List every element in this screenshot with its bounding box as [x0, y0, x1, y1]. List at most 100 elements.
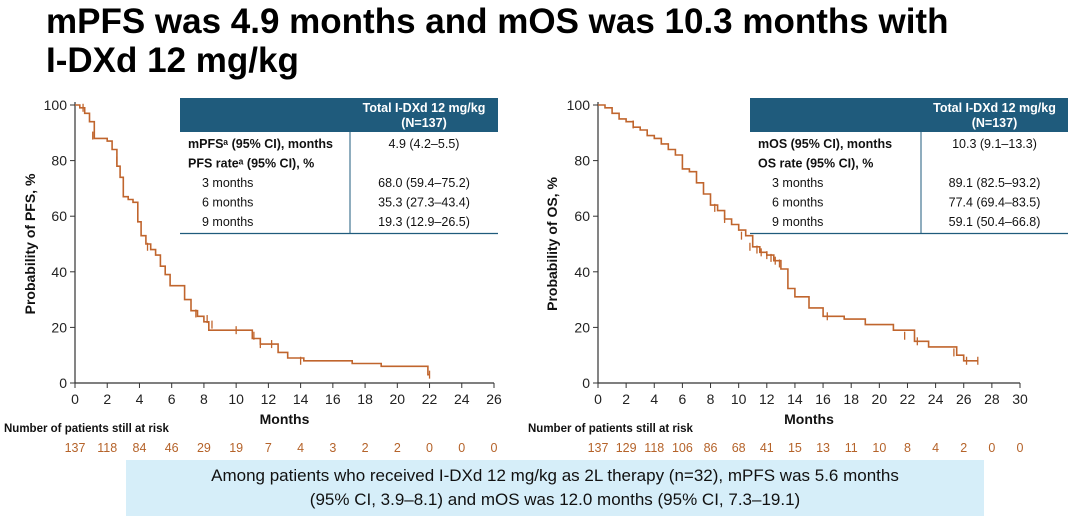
slide-title-line2: I-DXd 12 mg/kg	[46, 41, 299, 80]
os-x-axis-label: Months	[784, 411, 834, 427]
pfs-risk-value: 7	[265, 441, 272, 455]
pfs-risk-label: Number of patients still at risk	[4, 423, 169, 435]
pfs-risk-value: 2	[362, 441, 369, 455]
os-risk-value: 8	[904, 441, 911, 455]
pfs-x-tick-label: 2	[103, 391, 111, 407]
os-x-tick-label: 30	[1012, 391, 1028, 407]
pfs-risk-value: 84	[133, 441, 147, 455]
summary-banner-line2: (95% CI, 3.9–8.1) and mOS was 12.0 month…	[309, 490, 801, 509]
os-x-tick-label: 6	[679, 391, 687, 407]
os-y-tick-label: 40	[574, 264, 590, 280]
pfs-table-row-label: 6 months	[202, 196, 253, 210]
os-risk-value: 118	[644, 441, 664, 455]
os-table-row-label: OS rate (95% CI), %	[758, 157, 873, 171]
pfs-y-tick-label: 60	[51, 208, 67, 224]
pfs-x-tick-label: 0	[71, 391, 79, 407]
os-x-tick-label: 18	[843, 391, 859, 407]
pfs-table-header-n: (N=137)	[401, 116, 447, 130]
pfs-x-tick-label: 14	[293, 391, 309, 407]
pfs-risk-value: 46	[165, 441, 179, 455]
os-risk-value: 0	[988, 441, 995, 455]
pfs-table-row-label: PFS rateᵃ (95% CI), %	[188, 157, 314, 171]
os-risk-value: 129	[616, 441, 637, 455]
pfs-risk-value: 0	[426, 441, 433, 455]
os-y-tick-label: 60	[574, 208, 590, 224]
os-risk-value: 13	[816, 441, 830, 455]
pfs-table-row-value: 4.9 (4.2–5.5)	[389, 137, 460, 151]
os-risk-value: 0	[1017, 441, 1024, 455]
os-x-tick-label: 10	[731, 391, 747, 407]
os-x-tick-label: 14	[787, 391, 803, 407]
pfs-table-row-label: 3 months	[202, 176, 253, 190]
pfs-table-header: Total I-DXd 12 mg/kg	[363, 101, 486, 115]
os-x-tick-label: 0	[594, 391, 602, 407]
os-x-tick-label: 24	[928, 391, 944, 407]
os-risk-value: 15	[788, 441, 802, 455]
os-risk-value: 68	[732, 441, 746, 455]
os-risk-value: 41	[760, 441, 774, 455]
pfs-x-tick-label: 10	[228, 391, 244, 407]
os-table-row-label: 9 months	[772, 215, 823, 229]
os-x-tick-label: 4	[650, 391, 658, 407]
os-table-row-value: 77.4 (69.4–83.5)	[949, 196, 1041, 210]
pfs-table-row-label: mPFSᵃ (95% CI), months	[188, 137, 333, 151]
os-x-tick-label: 16	[815, 391, 831, 407]
pfs-risk-value: 2	[394, 441, 401, 455]
pfs-x-tick-label: 18	[357, 391, 373, 407]
os-x-tick-label: 28	[984, 391, 1000, 407]
pfs-x-tick-label: 8	[200, 391, 208, 407]
pfs-risk-value: 19	[229, 441, 243, 455]
pfs-risk-value: 3	[329, 441, 336, 455]
os-table-row-value: 89.1 (82.5–93.2)	[949, 176, 1041, 190]
pfs-table-header-bg	[180, 98, 498, 132]
pfs-y-axis-label: Probability of PFS, %	[22, 173, 38, 314]
os-risk-value: 106	[672, 441, 693, 455]
pfs-risk-value: 29	[197, 441, 211, 455]
pfs-x-tick-label: 6	[168, 391, 176, 407]
os-x-tick-label: 26	[956, 391, 972, 407]
os-risk-value: 137	[588, 441, 609, 455]
os-table-row-label: mOS (95% CI), months	[758, 137, 892, 151]
os-risk-value: 86	[704, 441, 718, 455]
os-table-body-bg	[750, 132, 1068, 234]
os-table-header: Total I-DXd 12 mg/kg	[933, 101, 1056, 115]
pfs-y-tick-label: 80	[51, 153, 67, 169]
pfs-y-tick-label: 100	[44, 97, 68, 113]
pfs-x-tick-label: 4	[136, 391, 144, 407]
os-table-row-label: 6 months	[772, 196, 823, 210]
pfs-x-tick-label: 16	[325, 391, 341, 407]
pfs-table-row-value: 68.0 (59.4–75.2)	[378, 176, 470, 190]
pfs-risk-value: 0	[491, 441, 498, 455]
os-x-tick-label: 12	[759, 391, 775, 407]
os-y-axis-label: Probability of OS, %	[544, 177, 560, 311]
pfs-x-tick-label: 24	[454, 391, 470, 407]
pfs-y-tick-label: 20	[51, 319, 67, 335]
os-y-tick-label: 100	[567, 97, 591, 113]
pfs-x-tick-label: 20	[390, 391, 406, 407]
os-x-tick-label: 8	[707, 391, 715, 407]
os-x-tick-label: 2	[622, 391, 630, 407]
pfs-x-tick-label: 12	[261, 391, 277, 407]
os-risk-label: Number of patients still at risk	[528, 423, 693, 435]
os-table-header-n: (N=137)	[972, 116, 1018, 130]
pfs-x-axis-label: Months	[260, 411, 310, 427]
os-risk-value: 10	[872, 441, 886, 455]
os-y-tick-label: 0	[582, 375, 590, 391]
pfs-table-body-bg	[180, 132, 498, 234]
summary-banner-line1: Among patients who received I-DXd 12 mg/…	[211, 466, 899, 485]
pfs-y-tick-label: 40	[51, 264, 67, 280]
os-y-tick-label: 80	[574, 153, 590, 169]
pfs-km-curve	[75, 104, 430, 376]
pfs-risk-value: 118	[97, 441, 117, 455]
os-table-row-value: 59.1 (50.4–66.8)	[949, 215, 1041, 229]
pfs-y-tick-label: 0	[59, 375, 67, 391]
os-risk-value: 2	[960, 441, 967, 455]
os-x-tick-label: 22	[900, 391, 916, 407]
os-x-tick-label: 20	[872, 391, 888, 407]
pfs-table-row-label: 9 months	[202, 215, 253, 229]
summary-banner: Among patients who received I-DXd 12 mg/…	[126, 460, 984, 516]
os-km-curve	[598, 104, 978, 362]
slide-title: mPFS was 4.9 months and mOS was 10.3 mon…	[46, 2, 1066, 80]
os-risk-value: 4	[932, 441, 939, 455]
